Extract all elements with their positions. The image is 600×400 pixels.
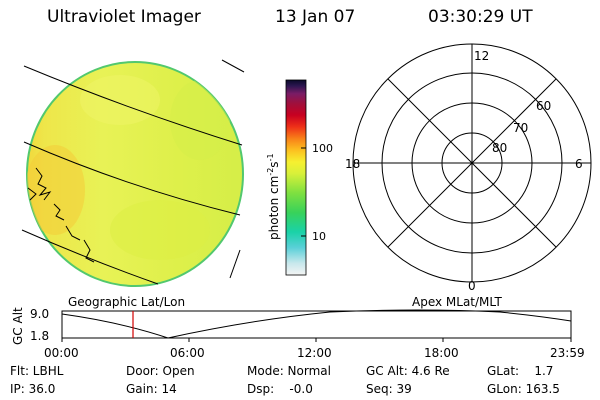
info-gc-alt: GC Alt: 4.6 Re (366, 364, 450, 378)
colorbar-unit-label: photon cm-2s-1 (266, 153, 281, 240)
time-tick-2359: 23:59 (550, 346, 585, 360)
image-date: 13 Jan 07 (275, 7, 356, 27)
info-ip: IP: 36.0 (10, 382, 56, 396)
info-glon: GLon: 163.5 (487, 382, 560, 396)
instrument-title: Ultraviolet Imager (47, 7, 201, 27)
altitude-y-max: 9.0 (30, 307, 50, 321)
mlt-label-18: 18 (345, 157, 360, 171)
geographic-grid-lines (21, 59, 245, 285)
altitude-y-min: 1.8 (30, 329, 50, 343)
mlat-label-70: 70 (513, 121, 528, 135)
altitude-axis-label: GC Alt (11, 307, 25, 345)
color-bar (285, 79, 307, 276)
mlat-label-80: 80 (492, 141, 507, 155)
info-glat: GLat: 1.7 (487, 364, 554, 378)
time-tick-0000: 00:00 (44, 346, 79, 360)
mlat-label-60: 60 (536, 99, 551, 113)
image-time: 03:30:29 UT (428, 7, 533, 27)
info-mode: Mode: Normal (247, 364, 331, 378)
time-tick-0600: 06:00 (170, 346, 205, 360)
geographic-panel-title: Geographic Lat/Lon (68, 295, 186, 309)
altitude-curve (61, 309, 572, 339)
mlt-label-12: 12 (474, 49, 489, 63)
info-gain: Gain: 14 (126, 382, 177, 396)
colorbar-tick-10: 10 (312, 230, 326, 243)
info-filter: Flt: LBHL (10, 364, 64, 378)
earth-disk-image (26, 61, 244, 287)
apex-panel-title: Apex MLat/MLT (412, 295, 502, 309)
time-tick-1200: 12:00 (297, 346, 332, 360)
polar-mlat-mlt-plot (352, 43, 592, 283)
polar-labels: 12 18 6 0 60 70 80 (345, 49, 583, 293)
info-dsp: Dsp: -0.0 (247, 382, 313, 396)
info-seq: Seq: 39 (366, 382, 412, 396)
colorbar-tick-100: 100 (312, 142, 333, 155)
info-door: Door: Open (126, 364, 195, 378)
altitude-plot (61, 309, 572, 342)
coastline-outlines (27, 167, 95, 263)
time-tick-1800: 18:00 (424, 346, 459, 360)
mlt-label-6: 6 (575, 157, 583, 171)
mlt-label-0: 0 (468, 279, 476, 293)
